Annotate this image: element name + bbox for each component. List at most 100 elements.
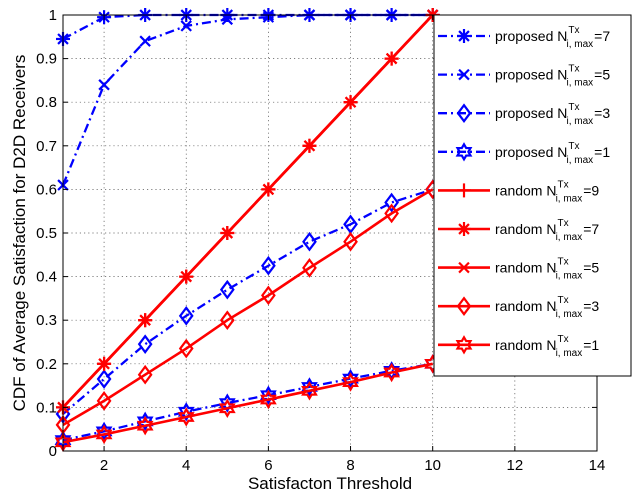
data-point (458, 68, 470, 81)
data-point (96, 391, 112, 411)
data-point (178, 306, 194, 326)
data-point (218, 393, 236, 413)
legend-label: proposed NTx i, max=7 (495, 25, 610, 50)
data-point (95, 424, 113, 445)
y-tick-label: 0.3 (36, 312, 57, 329)
legend-label: random NTx i, max=9 (495, 179, 599, 204)
series-8 (55, 179, 441, 435)
y-axis-label: CDF of Average Satisfaction for D2D Rece… (10, 55, 29, 412)
data-point (457, 222, 471, 236)
y-tick-label: 0.4 (36, 269, 57, 286)
data-point (98, 79, 110, 91)
data-point (96, 369, 112, 389)
data-point (455, 335, 473, 355)
legend-entry: proposed NTx i, max=1 (438, 141, 610, 166)
x-tick-label: 2 (100, 457, 108, 474)
legend-label: proposed NTx i, max=1 (495, 141, 610, 166)
y-tick-label: 0.5 (36, 225, 57, 242)
data-point (221, 227, 234, 239)
data-point (343, 231, 358, 252)
legend-entry: random NTx i, max=9 (438, 179, 599, 204)
y-tick-label: 0.8 (36, 94, 57, 111)
legend-entry: proposed NTx i, max=3 (438, 102, 610, 127)
data-point (219, 279, 235, 300)
legend-label: random NTx i, max=1 (495, 334, 599, 359)
legend-label: random NTx i, max=3 (495, 295, 599, 320)
x-tick-label: 10 (424, 457, 441, 474)
legend-entry: random NTx i, max=7 (438, 218, 599, 243)
series-9 (54, 354, 442, 452)
legend-label: proposed NTx i, max=3 (495, 102, 610, 127)
data-point (95, 421, 113, 442)
data-point (342, 368, 359, 389)
x-tick-label: 8 (346, 457, 354, 474)
data-point (301, 381, 318, 401)
data-point (456, 296, 472, 317)
data-point (302, 258, 317, 278)
data-point (261, 285, 276, 306)
data-point (457, 183, 471, 198)
legend-entry: random NTx i, max=3 (438, 295, 599, 320)
y-tick-label: 0.1 (36, 399, 57, 416)
series-line (62, 14, 434, 409)
data-point (456, 103, 472, 124)
data-point (344, 96, 357, 108)
legend-entry: proposed NTx i, max=5 (438, 64, 610, 89)
x-tick-label: 4 (182, 457, 190, 474)
series-line (61, 13, 433, 186)
legend: proposed NTx i, max=7 proposed NTx i, max=5… (433, 14, 632, 377)
legend-label: random NTx i, max=7 (495, 218, 599, 243)
legend-box (433, 14, 632, 377)
data-point (177, 407, 195, 427)
data-point (136, 416, 154, 436)
data-point (260, 389, 277, 410)
data-point (137, 334, 153, 355)
data-point (302, 231, 317, 252)
data-point (458, 261, 470, 274)
data-point (303, 140, 316, 152)
data-point (342, 372, 359, 392)
axis-ticks: 2 4 6 8 10 12 14 0 0.1 0.2 0.3 0.4 0.5 0.6 0.7 0.8 0.9 1 (36, 7, 605, 474)
y-tick-label: 0.6 (36, 181, 57, 198)
data-point (383, 362, 400, 383)
data-point (262, 183, 275, 196)
data-point (301, 377, 318, 397)
data-point (139, 314, 151, 326)
data-point (260, 385, 277, 405)
x-tick-label: 14 (589, 457, 606, 474)
data-point (139, 35, 151, 47)
data-point (384, 192, 399, 213)
data-point (180, 270, 192, 283)
legend-label: proposed NTx i, max=5 (495, 64, 610, 89)
y-tick-label: 0.2 (36, 356, 57, 373)
series-2 (57, 9, 439, 191)
series-line (62, 362, 433, 444)
x-tick-label: 12 (507, 457, 524, 474)
series-line (62, 362, 433, 442)
legend-entry: proposed NTx i, max=7 (438, 25, 610, 50)
legend-label: random NTx i, max=5 (495, 257, 599, 282)
series-line (62, 188, 434, 415)
data-point (261, 255, 276, 276)
y-tick-label: 0 (49, 443, 57, 460)
legend-entry: random NTx i, max=1 (438, 334, 599, 359)
data-point (137, 364, 153, 385)
data-point (180, 20, 192, 32)
data-point (218, 398, 236, 418)
data-point (385, 52, 398, 65)
data-point (136, 411, 154, 432)
y-tick-label: 0.7 (36, 138, 57, 155)
data-point (219, 310, 235, 331)
legend-entry: random NTx i, max=5 (438, 257, 599, 282)
data-point (457, 29, 471, 43)
data-point (221, 13, 234, 26)
data-point (178, 338, 194, 359)
data-point (98, 358, 110, 370)
data-point (455, 142, 473, 162)
data-point (177, 402, 195, 422)
data-point (384, 203, 399, 224)
series-line (62, 188, 434, 426)
y-tick-label: 1 (49, 7, 57, 24)
y-tick-label: 0.9 (36, 51, 57, 68)
